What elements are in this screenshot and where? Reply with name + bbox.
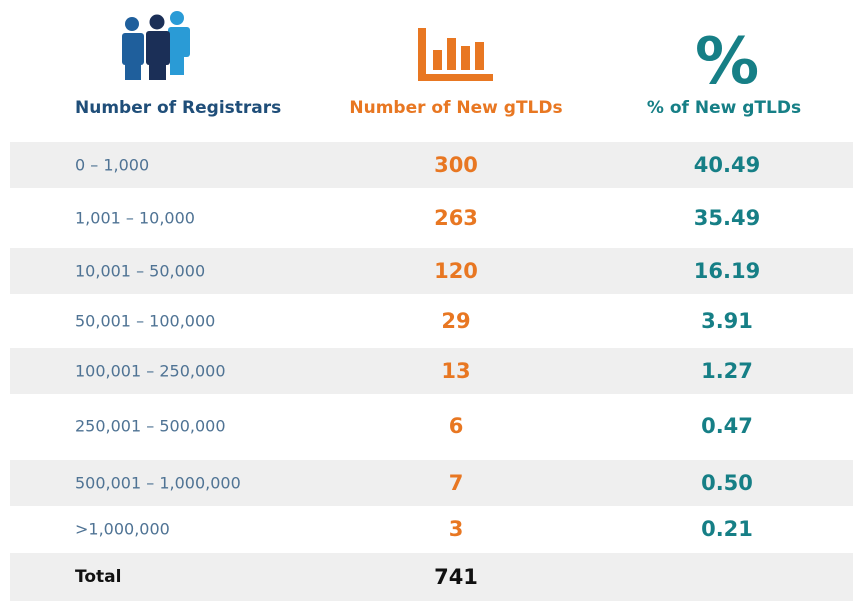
table-cell: 0 – 1,000	[75, 155, 150, 175]
table-row: >1,000,000 3 0.21	[75, 517, 753, 541]
column-header: % of New gTLDs	[646, 98, 802, 118]
table-cell: 50,001 – 100,000	[75, 311, 216, 331]
bar-chart-icon	[418, 28, 493, 81]
column-header: Number of Registrars	[75, 98, 282, 118]
percent-icon: %	[694, 25, 760, 99]
table-cell: 500,001 – 1,000,000	[75, 473, 241, 493]
total-row: Total 741	[10, 553, 853, 601]
table-cell: >1,000,000	[75, 519, 170, 539]
column-header: Number of New gTLDs	[349, 98, 563, 118]
table-row: 500,001 – 1,000,000 7 0.50	[10, 460, 853, 506]
total-cell: Total	[75, 567, 122, 587]
table-row: 1,001 – 10,000 263 35.49	[75, 206, 761, 230]
table-row: 50,001 – 100,000 29 3.91	[75, 309, 753, 333]
table-row: 100,001 – 250,000 13 1.27	[10, 348, 853, 394]
table-cell: 250,001 – 500,000	[75, 416, 226, 436]
table-row: 10,001 – 50,000 120 16.19	[10, 248, 853, 294]
table-row: 0 – 1,000 300 40.49	[10, 142, 853, 188]
registrars-icon	[122, 11, 190, 80]
header-icons	[122, 11, 493, 81]
table-cell: 1,001 – 10,000	[75, 208, 195, 228]
table-cell: 100,001 – 250,000	[75, 361, 226, 381]
table-cell: 10,001 – 50,000	[75, 261, 206, 281]
table-row: 250,001 – 500,000 6 0.47	[75, 414, 753, 438]
